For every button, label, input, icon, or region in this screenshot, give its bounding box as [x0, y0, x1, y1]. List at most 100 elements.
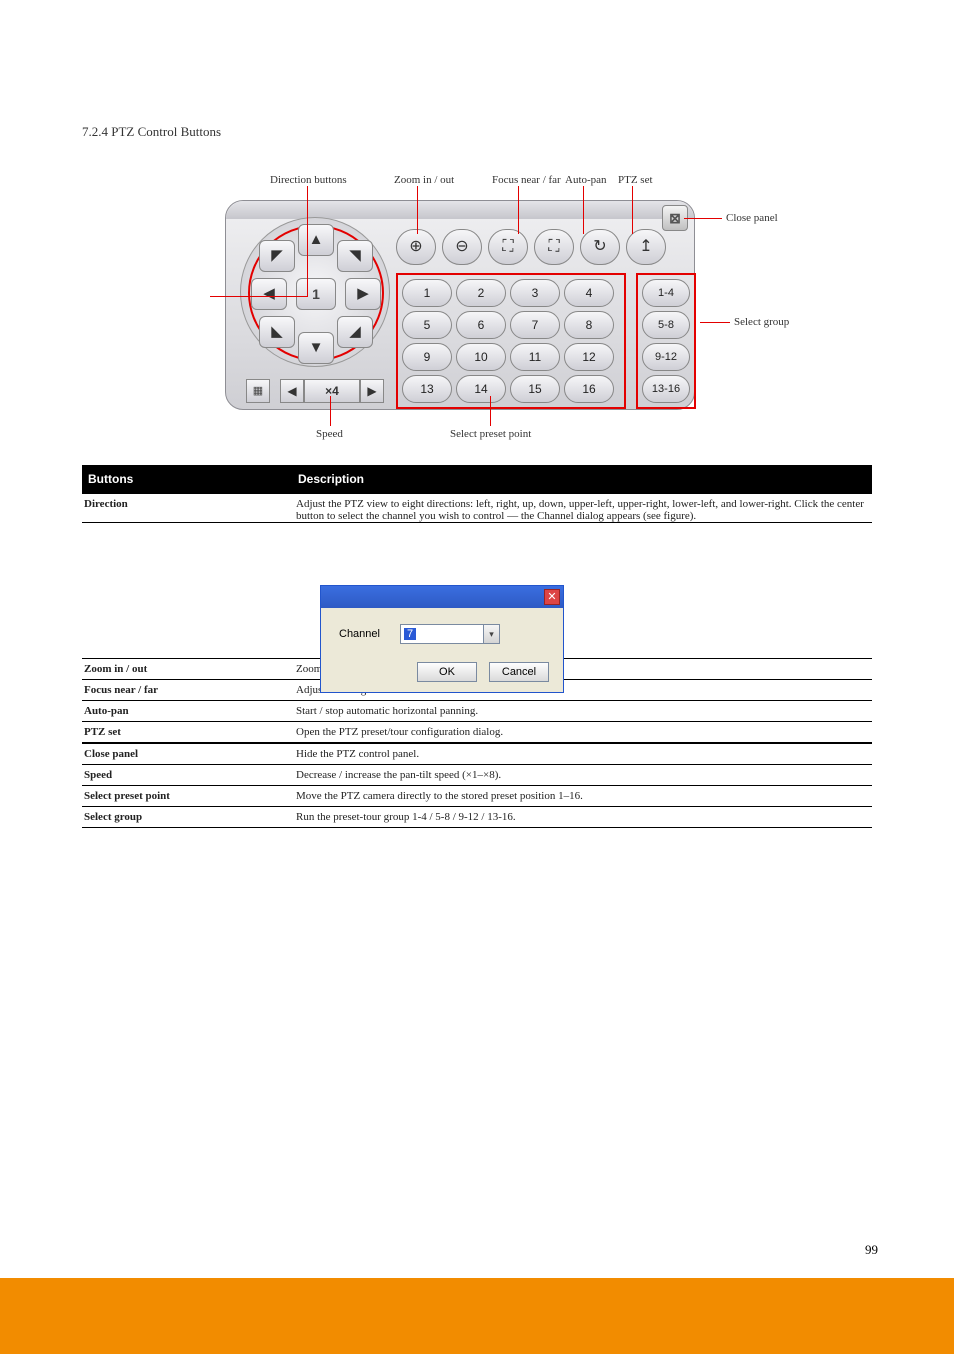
aux-toggle-button[interactable]: ▦	[246, 379, 270, 403]
row-button-label: Speed	[82, 769, 292, 781]
ptz-panel-figure: ⊠ ▲ ◥ ▶ ◢ ▼ ◣ ◀ ◤ 1 ⊕ ⊖ ⛶ ⛶ ↻ ↥	[225, 200, 695, 410]
callout-line	[330, 396, 331, 426]
autopan-icon[interactable]: ↻	[580, 229, 620, 265]
row-description: Hide the PTZ control panel.	[292, 748, 872, 760]
dir-down-right-button[interactable]: ◢	[337, 316, 373, 348]
callout-line	[490, 396, 491, 426]
callout-label: Select preset point	[450, 428, 531, 440]
preset-button[interactable]: 15	[510, 375, 560, 403]
speed-down-button[interactable]: ◀	[280, 379, 304, 403]
group-button[interactable]: 5-8	[642, 311, 690, 339]
callout-line	[210, 296, 258, 297]
preset-button[interactable]: 3	[510, 279, 560, 307]
row-description: Decrease / increase the pan-tilt speed (…	[292, 769, 872, 781]
dir-center-button[interactable]: 1	[296, 278, 336, 310]
dir-down-button[interactable]: ▼	[298, 332, 334, 364]
callout-label: Auto-pan	[565, 174, 607, 186]
callout-line	[258, 296, 308, 297]
channel-dialog: ✕ Channel 7 ▾ OK Cancel	[320, 585, 564, 693]
table-header-desc: Description	[292, 472, 872, 486]
table-row: Select preset point Move the PTZ camera …	[82, 786, 872, 807]
ptz-set-icon[interactable]: ↥	[626, 229, 666, 265]
callout-line	[417, 186, 418, 234]
row-description: Run the preset-tour group 1-4 / 5-8 / 9-…	[292, 811, 872, 823]
preset-button[interactable]: 7	[510, 311, 560, 339]
row-button-label: Direction	[82, 498, 292, 510]
row-button-label: Zoom in / out	[82, 663, 292, 675]
speed-value: ×4	[304, 379, 360, 403]
table-row: Direction Adjust the PTZ view to eight d…	[82, 493, 872, 523]
preset-button[interactable]: 13	[402, 375, 452, 403]
group-button[interactable]: 9-12	[642, 343, 690, 371]
footer-bar	[0, 1278, 954, 1354]
section-title: 7.2.4 PTZ Control Buttons	[82, 124, 221, 140]
channel-label: Channel	[339, 628, 380, 640]
row-description: Adjust the PTZ view to eight directions:…	[292, 498, 872, 522]
dir-up-right-button[interactable]: ◥	[337, 240, 373, 272]
speed-up-button[interactable]: ▶	[360, 379, 384, 403]
table-row: Close panel Hide the PTZ control panel.	[82, 744, 872, 765]
table-header-buttons: Buttons	[82, 472, 292, 486]
preset-button[interactable]: 8	[564, 311, 614, 339]
cancel-button[interactable]: Cancel	[489, 662, 549, 682]
callout-label: Direction buttons	[270, 174, 347, 186]
focus-far-icon[interactable]: ⛶	[534, 229, 574, 265]
direction-dial: ▲ ◥ ▶ ◢ ▼ ◣ ◀ ◤ 1	[240, 217, 390, 367]
page-root: 7.2.4 PTZ Control Buttons ⊠ ▲ ◥ ▶ ◢ ▼ ◣ …	[0, 0, 954, 1354]
table-row: Speed Decrease / increase the pan-tilt s…	[82, 765, 872, 786]
preset-button-grid: 1 2 3 4 5 6 7 8 9 10 11 12 13 14 15 16	[396, 273, 626, 409]
callout-line	[307, 186, 308, 296]
callout-line	[700, 322, 730, 323]
focus-near-icon[interactable]: ⛶	[488, 229, 528, 265]
close-icon[interactable]: ✕	[544, 589, 560, 605]
callout-line	[684, 218, 722, 219]
ok-button[interactable]: OK	[417, 662, 477, 682]
zoom-in-icon[interactable]: ⊕	[396, 229, 436, 265]
dir-left-button[interactable]: ◀	[251, 278, 287, 310]
chevron-down-icon: ▾	[483, 625, 499, 643]
preset-button[interactable]: 11	[510, 343, 560, 371]
group-button-col: 1-4 5-8 9-12 13-16	[636, 273, 696, 409]
row-button-label: PTZ set	[82, 726, 292, 738]
preset-button[interactable]: 6	[456, 311, 506, 339]
preset-button[interactable]: 10	[456, 343, 506, 371]
callout-line	[632, 186, 633, 234]
table-row: Select group Run the preset-tour group 1…	[82, 807, 872, 828]
dir-down-left-button[interactable]: ◣	[259, 316, 295, 348]
icon-toolbar: ⊕ ⊖ ⛶ ⛶ ↻ ↥	[396, 229, 666, 265]
dir-right-button[interactable]: ▶	[345, 278, 381, 310]
ptz-panel: ⊠ ▲ ◥ ▶ ◢ ▼ ◣ ◀ ◤ 1 ⊕ ⊖ ⛶ ⛶ ↻ ↥	[225, 200, 695, 410]
callout-label: PTZ set	[618, 174, 653, 186]
dialog-body: Channel 7 ▾	[321, 608, 563, 652]
channel-select[interactable]: 7 ▾	[400, 624, 500, 644]
group-button[interactable]: 1-4	[642, 279, 690, 307]
group-button[interactable]: 13-16	[642, 375, 690, 403]
dialog-button-row: OK Cancel	[321, 662, 563, 682]
callout-line	[518, 186, 519, 234]
callout-label: Select group	[734, 316, 789, 328]
row-button-label: Select group	[82, 811, 292, 823]
zoom-out-icon[interactable]: ⊖	[442, 229, 482, 265]
preset-button[interactable]: 1	[402, 279, 452, 307]
callout-line	[583, 186, 584, 234]
preset-button[interactable]: 4	[564, 279, 614, 307]
preset-button[interactable]: 5	[402, 311, 452, 339]
preset-button[interactable]: 12	[564, 343, 614, 371]
panel-titlebar	[226, 201, 694, 219]
callout-label: Speed	[316, 428, 343, 440]
row-description: Open the PTZ preset/tour configuration d…	[292, 726, 872, 738]
row-description: Move the PTZ camera directly to the stor…	[292, 790, 872, 802]
channel-select-value: 7	[404, 628, 416, 640]
row-button-label: Select preset point	[82, 790, 292, 802]
dir-up-button[interactable]: ▲	[298, 224, 334, 256]
preset-button[interactable]: 9	[402, 343, 452, 371]
preset-button[interactable]: 16	[564, 375, 614, 403]
row-button-label: Auto-pan	[82, 705, 292, 717]
preset-button[interactable]: 14	[456, 375, 506, 403]
dialog-titlebar: ✕	[321, 586, 563, 608]
preset-button[interactable]: 2	[456, 279, 506, 307]
table-header: Buttons Description	[82, 465, 872, 493]
dir-up-left-button[interactable]: ◤	[259, 240, 295, 272]
speed-control: ◀ ×4 ▶	[280, 379, 384, 403]
table-row: PTZ set Open the PTZ preset/tour configu…	[82, 722, 872, 744]
